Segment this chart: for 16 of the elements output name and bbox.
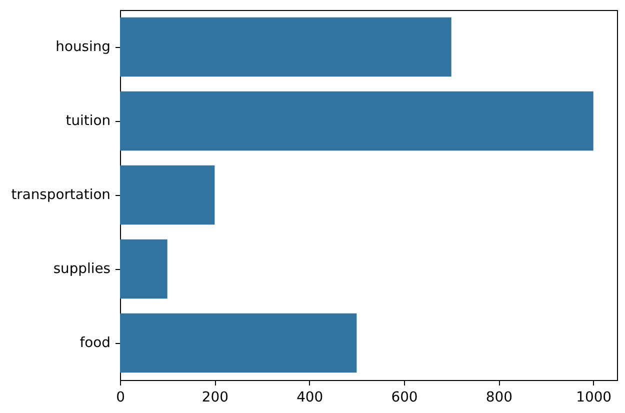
x-tick-label: 600 — [391, 390, 418, 406]
bar — [120, 313, 357, 373]
x-tick-label: 1000 — [576, 390, 612, 406]
bar — [120, 239, 168, 299]
bar — [120, 91, 594, 151]
bar — [120, 165, 215, 225]
y-tick-label: food — [80, 335, 110, 351]
x-tick-label: 0 — [116, 390, 125, 406]
x-tick-label: 200 — [202, 390, 228, 406]
y-tick-label: supplies — [53, 261, 110, 277]
y-tick-label: housing — [56, 39, 110, 55]
y-tick-label: tuition — [66, 113, 110, 129]
x-tick-label: 800 — [486, 390, 512, 406]
bar — [120, 17, 452, 77]
x-tick-label: 400 — [296, 390, 324, 406]
y-tick-label: transportation — [11, 187, 110, 203]
